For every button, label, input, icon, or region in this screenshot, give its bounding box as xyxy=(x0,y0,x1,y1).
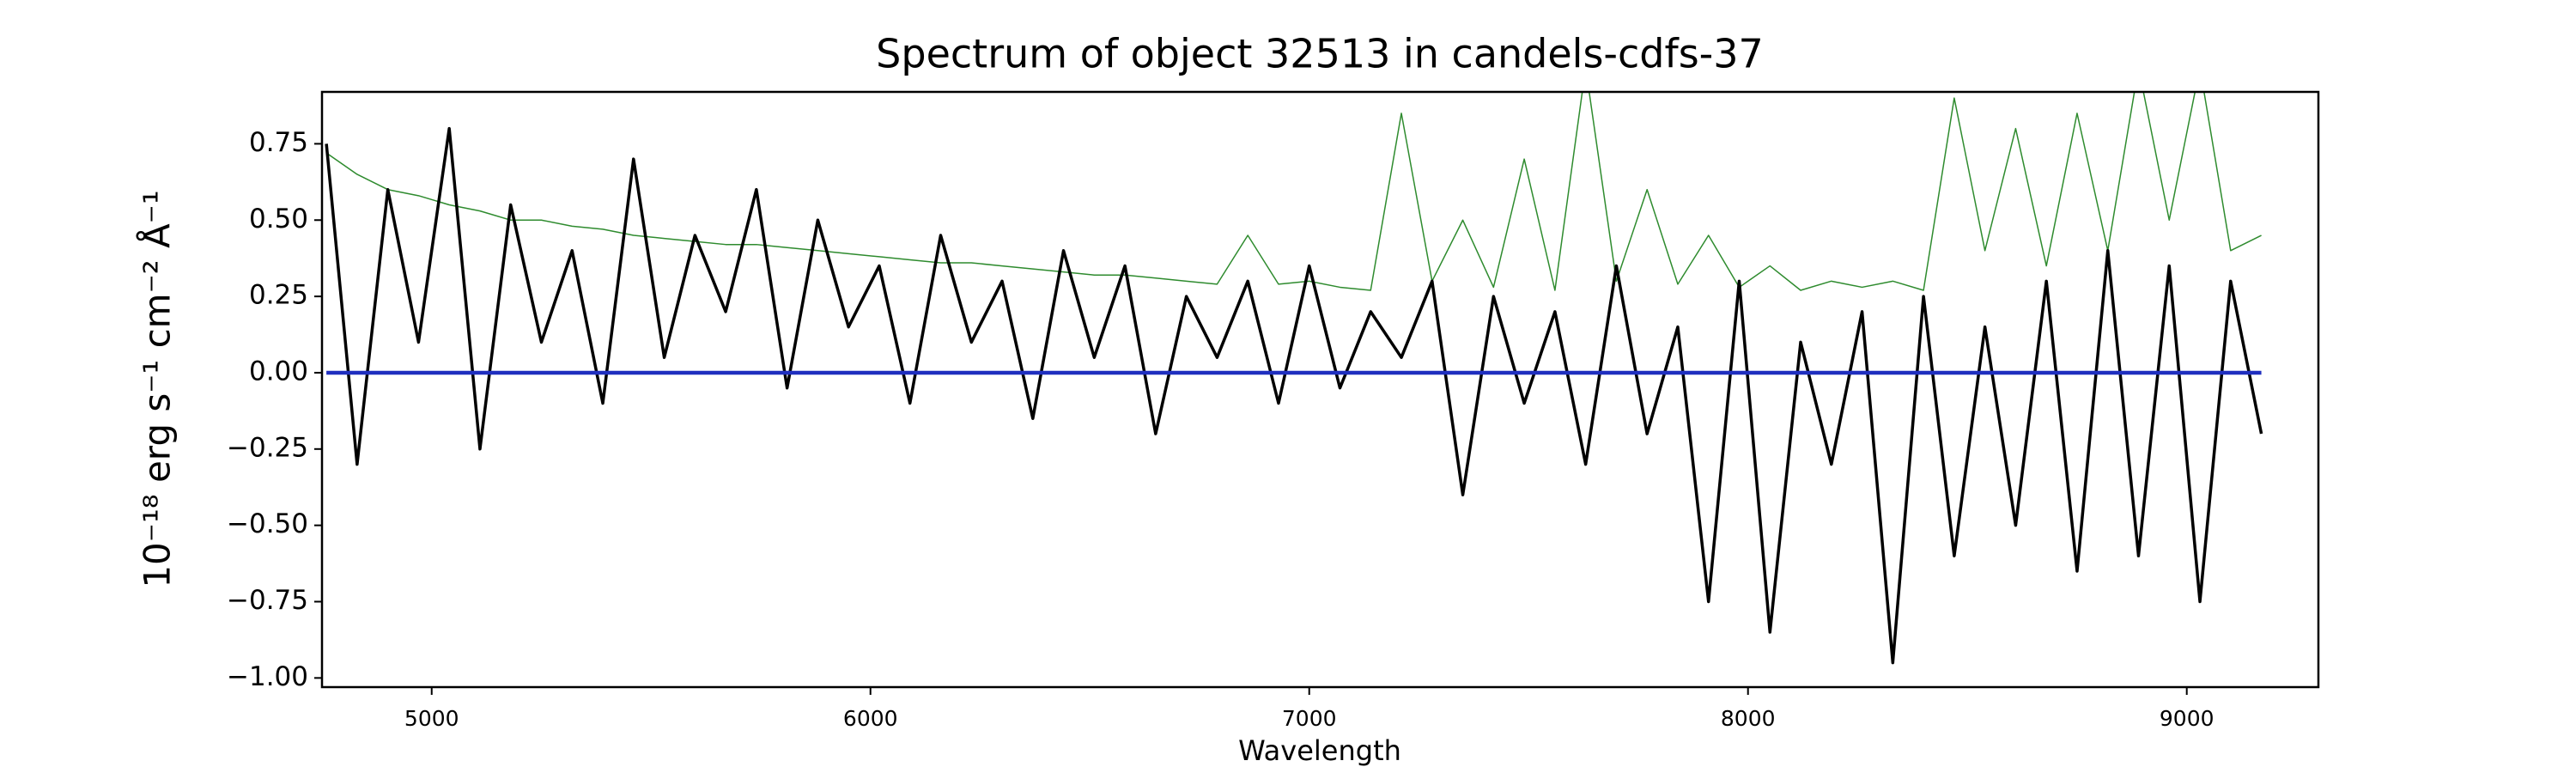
plot-area xyxy=(325,92,2263,665)
x-tick-label: 8000 xyxy=(1721,706,1776,731)
y-axis-label: 10⁻¹⁸ erg s⁻¹ cm⁻² Å⁻¹ xyxy=(136,190,179,587)
series-line xyxy=(325,92,2262,291)
axes-frame xyxy=(320,90,2320,689)
y-tick-label: 0.75 xyxy=(249,127,308,158)
x-tick-label: 9000 xyxy=(2160,706,2215,731)
y-tick-label: −0.50 xyxy=(227,508,308,539)
y-tick-label: −0.75 xyxy=(227,585,308,616)
x-tick-label: 7000 xyxy=(1282,706,1337,731)
chart-title: Spectrum of object 32513 in candels-cdfs… xyxy=(876,31,1764,77)
x-axis-label: Wavelength xyxy=(1238,734,1401,767)
x-tick-label: 5000 xyxy=(404,706,459,731)
y-tick-label: 0.00 xyxy=(249,356,308,386)
y-tick-label: 0.25 xyxy=(249,280,308,311)
series-line xyxy=(325,126,2263,665)
x-tick-label: 6000 xyxy=(843,706,898,731)
y-tick-label: 0.50 xyxy=(249,204,308,234)
y-tick-label: −1.00 xyxy=(227,661,308,692)
y-tick-label: −0.25 xyxy=(227,432,308,463)
